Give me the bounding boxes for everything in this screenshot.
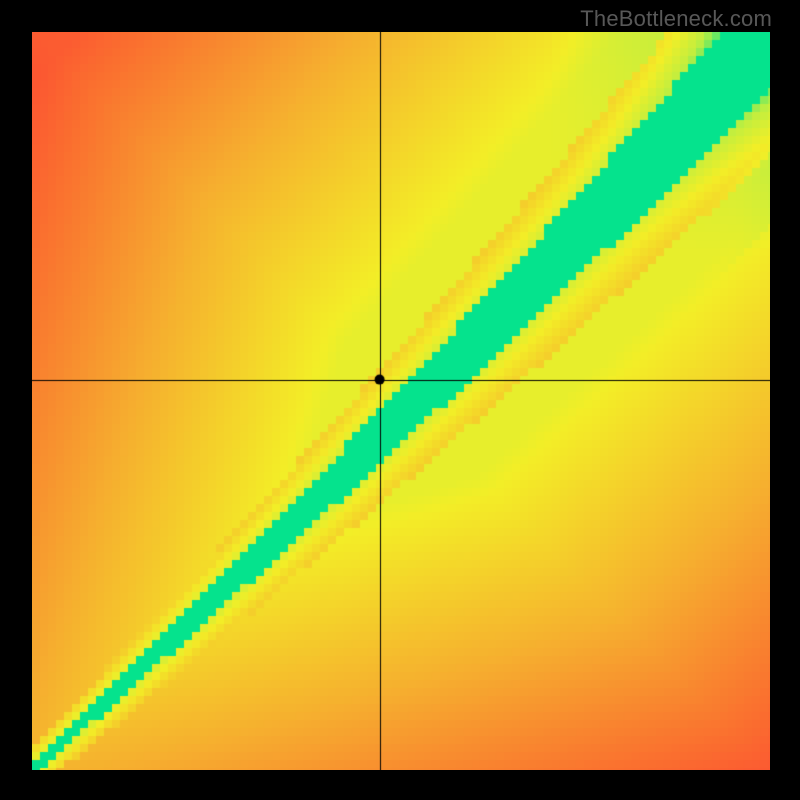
heatmap-plot [32,32,770,770]
heatmap-canvas [32,32,770,770]
watermark-text: TheBottleneck.com [580,6,772,32]
